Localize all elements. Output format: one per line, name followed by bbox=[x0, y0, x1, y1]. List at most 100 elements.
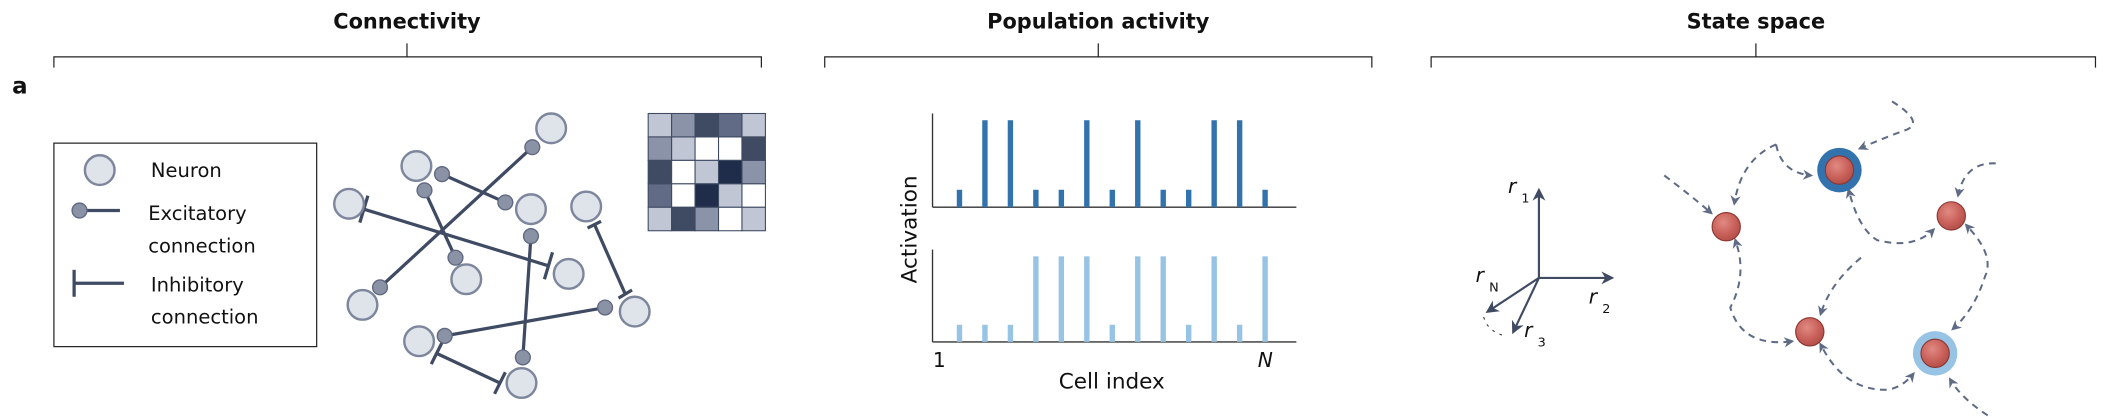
legend-excitatory-line1: Excitatory bbox=[148, 202, 246, 225]
matrix-cell bbox=[694, 183, 720, 208]
bar-pattern-1-9 bbox=[1160, 189, 1166, 208]
trajectory bbox=[1845, 187, 1936, 245]
matrix-cell bbox=[647, 136, 673, 161]
excitatory-terminal bbox=[433, 166, 451, 183]
attractor-state bbox=[1920, 338, 1950, 369]
neuron bbox=[618, 295, 651, 328]
neuron bbox=[332, 187, 366, 220]
matrix-cell bbox=[717, 136, 743, 161]
state-space-axes: r1 r2 r3 rN bbox=[1476, 174, 1615, 351]
legend-neuron: Neuron bbox=[151, 159, 222, 182]
matrix-cell bbox=[671, 112, 696, 138]
trajectory bbox=[1663, 174, 1713, 215]
matrix-cell bbox=[741, 112, 766, 138]
svg-text:3: 3 bbox=[1538, 336, 1546, 351]
excitatory-connection bbox=[423, 189, 457, 259]
excitatory-terminal bbox=[497, 194, 514, 211]
neuron bbox=[535, 112, 568, 145]
population-title: Population activity bbox=[987, 10, 1210, 34]
excitatory-connection bbox=[444, 305, 606, 338]
terminals bbox=[371, 139, 614, 366]
bar-pattern-1-12 bbox=[1236, 120, 1243, 208]
bar-pattern-2-4 bbox=[1033, 256, 1039, 342]
neuron bbox=[570, 190, 603, 223]
legend-inhibitory-line2: connection bbox=[151, 306, 259, 329]
connections bbox=[358, 145, 633, 395]
matrix-cell bbox=[647, 112, 673, 138]
neuron-legend-icon bbox=[83, 154, 116, 187]
bar-pattern-2-2 bbox=[982, 324, 988, 342]
neuron bbox=[514, 193, 547, 226]
svg-text:r: r bbox=[1524, 318, 1534, 342]
excitatory-terminal bbox=[514, 349, 531, 366]
bar-pattern-2-1 bbox=[956, 324, 963, 342]
neural-network bbox=[332, 112, 651, 400]
trajectory bbox=[1954, 162, 1996, 198]
svg-text:r: r bbox=[1476, 263, 1486, 287]
neuron bbox=[505, 366, 538, 400]
svg-text:2: 2 bbox=[1602, 302, 1610, 317]
state-space-bracket bbox=[1430, 43, 2097, 68]
excitatory-terminal bbox=[524, 139, 541, 156]
panel-label: a bbox=[12, 73, 27, 99]
r1-label: r1 bbox=[1508, 174, 1530, 206]
bar-pattern-1-8 bbox=[1135, 120, 1141, 208]
axes-ellipsis-arc bbox=[1483, 316, 1506, 337]
neuron bbox=[552, 257, 585, 290]
population-bracket bbox=[824, 43, 1373, 68]
neurons bbox=[332, 112, 651, 400]
bar-pattern-1-10 bbox=[1186, 189, 1192, 208]
svg-text:r: r bbox=[1589, 285, 1599, 309]
bar-pattern-2-12 bbox=[1236, 324, 1243, 342]
attractor-state bbox=[1824, 155, 1855, 185]
attractor-state bbox=[1795, 317, 1825, 347]
matrix-cell bbox=[694, 112, 720, 138]
svg-text:1: 1 bbox=[1521, 191, 1529, 206]
bar-pattern-1-1 bbox=[956, 189, 963, 208]
population-header: Population activity bbox=[824, 10, 1373, 68]
rN-label: rN bbox=[1476, 263, 1499, 295]
attractor-state bbox=[1711, 212, 1741, 242]
trajectory bbox=[1948, 377, 1989, 417]
matrix-cell bbox=[741, 136, 766, 161]
matrix-cell bbox=[671, 159, 696, 185]
matrix-cell bbox=[741, 206, 766, 232]
matrix-cell bbox=[717, 159, 743, 185]
trajectory bbox=[1857, 100, 1914, 150]
trajectory bbox=[1775, 144, 1814, 180]
excitatory-connection bbox=[378, 145, 534, 289]
trajectory bbox=[1818, 256, 1862, 317]
inhibitory-legend-icon bbox=[72, 269, 124, 297]
legend-inhibitory-line1: Inhibitory bbox=[151, 273, 244, 296]
excitatory-terminal bbox=[522, 228, 540, 245]
attractor-state bbox=[1936, 201, 1966, 231]
excitatory-terminal bbox=[447, 249, 464, 266]
matrix-cell bbox=[671, 206, 696, 232]
y-axis-label: Activation bbox=[897, 175, 922, 283]
matrix-cell bbox=[741, 159, 766, 185]
bar-pattern-1-11 bbox=[1211, 120, 1217, 208]
trajectories bbox=[1663, 100, 1996, 417]
excitatory-terminal bbox=[371, 279, 389, 296]
matrix-cell bbox=[717, 183, 743, 208]
connectivity-title: Connectivity bbox=[333, 10, 481, 34]
connectivity-header: Connectivity bbox=[53, 10, 762, 68]
matrix-cell bbox=[647, 183, 673, 208]
inhibitory-connection bbox=[429, 341, 507, 395]
bar-pattern-1-3 bbox=[1007, 120, 1014, 208]
trajectory bbox=[1729, 237, 1795, 348]
bar-pattern-1-5 bbox=[1058, 189, 1065, 208]
excitatory-terminal bbox=[416, 182, 433, 199]
bar-pattern-1-2 bbox=[982, 120, 988, 208]
matrix-cell bbox=[717, 206, 743, 232]
bar-pattern-2-3 bbox=[1007, 324, 1014, 342]
svg-text:N: N bbox=[1489, 280, 1499, 295]
bar-pattern-1-6 bbox=[1084, 120, 1090, 208]
matrix-cell bbox=[671, 183, 696, 208]
r3-label: r3 bbox=[1524, 318, 1546, 350]
bar-pattern-1-13 bbox=[1262, 189, 1268, 208]
inhibitory-connection bbox=[586, 219, 633, 300]
x-tick-first: 1 bbox=[933, 348, 946, 372]
bar-pattern-2-7 bbox=[1109, 324, 1115, 342]
neuron bbox=[400, 150, 433, 183]
